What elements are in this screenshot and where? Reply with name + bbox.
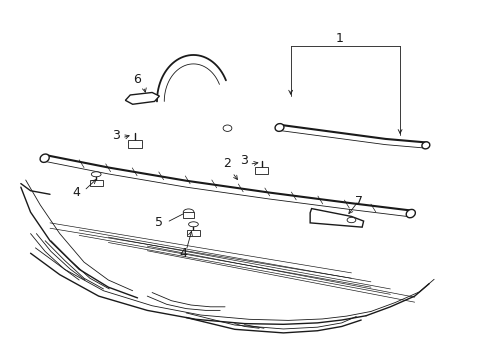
Polygon shape [255, 167, 267, 174]
Ellipse shape [188, 222, 198, 227]
Polygon shape [125, 93, 159, 104]
Text: 6: 6 [133, 73, 141, 86]
Text: 4: 4 [180, 247, 187, 260]
Ellipse shape [421, 142, 429, 149]
Ellipse shape [223, 125, 231, 131]
Ellipse shape [346, 217, 355, 223]
Text: 3: 3 [240, 154, 248, 167]
Text: 4: 4 [73, 186, 81, 199]
Ellipse shape [91, 172, 101, 177]
Ellipse shape [40, 154, 49, 162]
Polygon shape [90, 180, 102, 186]
Text: 3: 3 [111, 129, 120, 142]
Ellipse shape [274, 123, 284, 131]
Polygon shape [128, 140, 142, 148]
Text: 1: 1 [335, 32, 343, 45]
Text: 7: 7 [354, 195, 362, 208]
Text: 2: 2 [223, 157, 231, 170]
Polygon shape [309, 208, 363, 227]
Ellipse shape [406, 210, 414, 218]
Polygon shape [183, 212, 194, 217]
Text: 5: 5 [155, 216, 163, 229]
Polygon shape [187, 230, 200, 236]
Ellipse shape [183, 209, 194, 215]
